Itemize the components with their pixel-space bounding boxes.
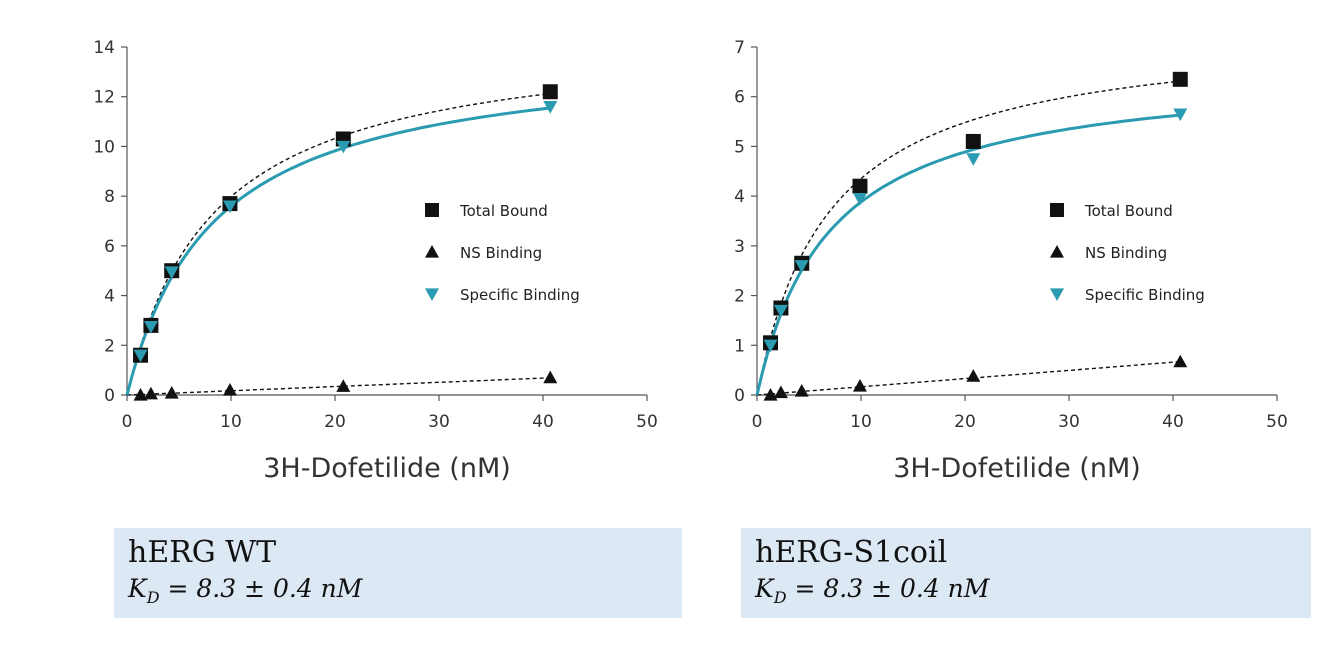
data-point-specific-binding (164, 266, 179, 279)
legend-label: Specific Binding (1085, 286, 1205, 304)
y-tick-label: 0 (734, 386, 745, 406)
fit-curve-specific-binding (125, 106, 551, 396)
kd-value-label: KD = 8.3 ± 0.4 nM (755, 574, 990, 607)
y-tick-label: 4 (104, 287, 115, 307)
legend-label: Specific Binding (460, 286, 580, 304)
data-point-total-bound (965, 133, 981, 149)
data-point-specific-binding (794, 260, 809, 273)
data-point-ns-binding (1173, 354, 1188, 368)
data-point-ns-binding (164, 386, 179, 399)
data-point-total-bound (1172, 71, 1188, 87)
data-point-specific-binding (336, 140, 351, 154)
legend-marker (1050, 203, 1064, 217)
x-axis-title: 3H-Dofetilide (nM) (893, 453, 1141, 484)
data-point-total-bound (852, 178, 868, 194)
legend-label: NS Binding (460, 244, 542, 262)
y-tick-label: 1 (734, 336, 745, 356)
fit-curve-specific-binding (755, 113, 1181, 396)
y-tick-label: 14 (93, 38, 115, 58)
x-tick-label: 20 (954, 412, 976, 432)
data-point-specific-binding (543, 101, 558, 114)
data-point-specific-binding (852, 193, 867, 206)
y-tick-label: 6 (104, 237, 115, 257)
legend-marker (425, 245, 439, 258)
data-point-ns-binding (852, 379, 867, 392)
y-tick-label: 5 (734, 137, 745, 157)
data-point-ns-binding (222, 383, 237, 396)
legend-label: Total Bound (1084, 202, 1173, 220)
construct-title: hERG WT (128, 535, 277, 570)
y-tick-label: 0 (104, 386, 115, 406)
legend-marker (1050, 288, 1064, 301)
data-point-ns-binding (543, 370, 558, 384)
data-point-ns-binding (336, 379, 351, 392)
legend-label: NS Binding (1085, 244, 1167, 262)
construct-title: hERG-S1coil (755, 535, 948, 570)
data-point-specific-binding (1173, 108, 1188, 122)
binding-chart-herg-s1coil: 0 1 2 3 4 5 6 7 0 10 20 30 40 50 3H-Dofetilide (nM) Tot… (734, 38, 1288, 484)
x-tick-label: 40 (1162, 412, 1184, 432)
x-tick-label: 30 (428, 412, 450, 432)
legend-label: Total Bound (459, 202, 548, 220)
data-point-specific-binding (133, 349, 148, 363)
y-tick-label: 7 (734, 38, 745, 58)
legend-marker (1050, 245, 1064, 258)
x-tick-label: 50 (636, 412, 658, 432)
data-point-specific-binding (966, 153, 981, 166)
y-tick-label: 10 (93, 137, 115, 157)
x-tick-label: 10 (220, 412, 242, 432)
data-point-total-bound (542, 84, 558, 100)
data-point-ns-binding (773, 385, 788, 399)
y-tick-label: 2 (734, 287, 745, 307)
data-point-specific-binding (773, 304, 788, 318)
y-tick-label: 4 (734, 187, 745, 207)
data-point-ns-binding (133, 388, 148, 401)
y-tick-label: 8 (104, 187, 115, 207)
x-tick-label: 10 (850, 412, 872, 432)
x-tick-label: 0 (752, 412, 763, 432)
data-point-specific-binding (763, 339, 778, 353)
data-point-ns-binding (763, 388, 778, 401)
kd-value-label: KD = 8.3 ± 0.4 nM (128, 574, 363, 607)
herg-s1coil-info-box: hERG-S1coil KD = 8.3 ± 0.4 nM (741, 528, 1311, 618)
x-tick-label: 20 (324, 412, 346, 432)
x-tick-label: 40 (532, 412, 554, 432)
y-tick-label: 2 (104, 336, 115, 356)
y-tick-label: 3 (734, 237, 745, 257)
data-point-ns-binding (143, 386, 158, 400)
x-tick-label: 30 (1058, 412, 1080, 432)
fit-curve-total-bound (756, 80, 1181, 396)
data-point-specific-binding (143, 321, 158, 334)
data-point-ns-binding (966, 369, 981, 382)
x-tick-label: 0 (122, 412, 133, 432)
x-axis-title: 3H-Dofetilide (nM) (263, 453, 511, 484)
herg-wt-info-box: hERG WT KD = 8.3 ± 0.4 nM (114, 528, 682, 618)
data-point-specific-binding (222, 200, 237, 214)
y-tick-label: 6 (734, 88, 745, 108)
fit-curve-ns-binding (126, 377, 551, 396)
x-tick-label: 50 (1266, 412, 1288, 432)
binding-chart-herg-wt: 0 2 4 6 8 10 12 14 0 10 20 30 40 50 3H-Dofetilide (nM)… (93, 38, 658, 484)
y-tick-label: 12 (93, 88, 115, 108)
legend-marker (425, 203, 439, 217)
data-point-ns-binding (794, 384, 809, 397)
legend-marker (425, 288, 439, 301)
